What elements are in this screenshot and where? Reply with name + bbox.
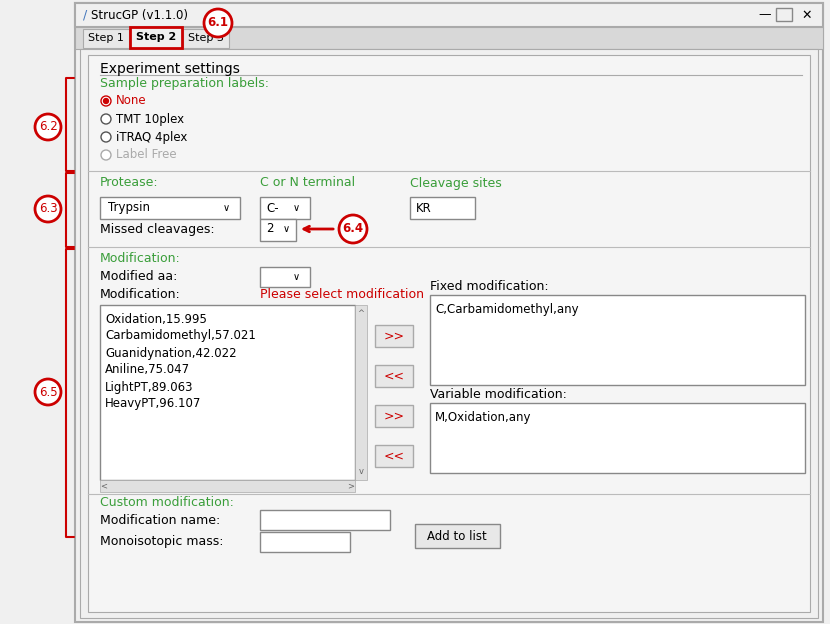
Bar xyxy=(430,295,805,385)
Text: LightPT,89.063: LightPT,89.063 xyxy=(105,381,193,394)
Bar xyxy=(100,305,355,480)
Text: Modification:: Modification: xyxy=(100,288,181,301)
Text: 6.4: 6.4 xyxy=(343,223,364,235)
Text: Modified aa:: Modified aa: xyxy=(100,270,178,283)
Bar xyxy=(130,27,182,48)
Text: None: None xyxy=(116,94,147,107)
Text: ∨: ∨ xyxy=(282,224,290,234)
Text: Oxidation,15.995: Oxidation,15.995 xyxy=(105,313,207,326)
Text: TMT 10plex: TMT 10plex xyxy=(116,112,184,125)
Text: ∨: ∨ xyxy=(222,203,230,213)
Text: ^: ^ xyxy=(358,308,364,318)
Circle shape xyxy=(35,114,61,140)
Bar xyxy=(75,27,823,49)
Text: C or N terminal: C or N terminal xyxy=(260,177,355,190)
Text: ∨: ∨ xyxy=(292,203,300,213)
Text: >>: >> xyxy=(383,409,404,422)
Bar xyxy=(375,405,413,427)
Text: C-: C- xyxy=(266,202,279,215)
Bar xyxy=(260,219,296,241)
Bar xyxy=(415,524,500,548)
Bar xyxy=(260,532,350,552)
Circle shape xyxy=(35,196,61,222)
Bar xyxy=(83,29,129,48)
Bar xyxy=(375,325,413,347)
Text: Aniline,75.047: Aniline,75.047 xyxy=(105,364,190,376)
Text: 6.2: 6.2 xyxy=(39,120,57,134)
Circle shape xyxy=(104,99,109,104)
Text: <<: << xyxy=(383,449,404,462)
Circle shape xyxy=(339,215,367,243)
Text: Label Free: Label Free xyxy=(116,149,177,162)
Bar xyxy=(375,365,413,387)
Text: Modification name:: Modification name: xyxy=(100,514,220,527)
Text: Missed cleavages:: Missed cleavages: xyxy=(100,223,215,235)
Bar xyxy=(260,510,390,530)
Circle shape xyxy=(101,114,111,124)
Bar xyxy=(375,445,413,467)
Text: >: > xyxy=(348,482,354,490)
Text: M,Oxidation,any: M,Oxidation,any xyxy=(435,411,531,424)
Text: 6.3: 6.3 xyxy=(39,203,57,215)
Bar xyxy=(355,305,367,480)
Text: >>: >> xyxy=(383,329,404,343)
Text: —: — xyxy=(758,9,770,21)
Circle shape xyxy=(101,96,111,106)
Text: 6.1: 6.1 xyxy=(208,16,228,29)
Text: C,Carbamidomethyl,any: C,Carbamidomethyl,any xyxy=(435,303,579,316)
Text: Variable modification:: Variable modification: xyxy=(430,389,567,401)
Bar xyxy=(80,49,818,618)
Text: <: < xyxy=(100,482,108,490)
Text: Step 3: Step 3 xyxy=(188,33,224,43)
Circle shape xyxy=(101,132,111,142)
Text: 6.5: 6.5 xyxy=(39,386,57,399)
Bar xyxy=(100,480,355,492)
Bar xyxy=(88,55,810,612)
Text: Step 1: Step 1 xyxy=(88,33,124,43)
Text: KR: KR xyxy=(416,202,432,215)
Text: Experiment settings: Experiment settings xyxy=(100,62,240,76)
Text: Guanidynation,42.022: Guanidynation,42.022 xyxy=(105,346,237,359)
Circle shape xyxy=(35,379,61,405)
Text: Trypsin: Trypsin xyxy=(108,202,150,215)
Text: v: v xyxy=(359,467,364,477)
Text: Please select modification: Please select modification xyxy=(260,288,424,301)
Bar xyxy=(260,197,310,219)
Bar xyxy=(260,267,310,287)
Bar xyxy=(100,197,240,219)
Text: Fixed modification:: Fixed modification: xyxy=(430,281,549,293)
Text: StrucGP (v1.1.0): StrucGP (v1.1.0) xyxy=(91,9,188,21)
Text: <<: << xyxy=(383,369,404,383)
Text: HeavyPT,96.107: HeavyPT,96.107 xyxy=(105,397,202,411)
Bar xyxy=(776,8,792,21)
Text: Step 2: Step 2 xyxy=(136,32,176,42)
Circle shape xyxy=(204,9,232,37)
Text: 2: 2 xyxy=(266,223,274,235)
Text: Add to list: Add to list xyxy=(427,530,487,542)
Text: Protease:: Protease: xyxy=(100,177,159,190)
Text: Modification:: Modification: xyxy=(100,253,181,265)
Text: /: / xyxy=(83,9,87,21)
Text: Monoisotopic mass:: Monoisotopic mass: xyxy=(100,535,223,548)
Bar xyxy=(183,29,229,48)
Bar xyxy=(410,197,475,219)
Text: Sample preparation labels:: Sample preparation labels: xyxy=(100,77,269,89)
Text: Cleavage sites: Cleavage sites xyxy=(410,177,502,190)
Text: Custom modification:: Custom modification: xyxy=(100,495,234,509)
Text: iTRAQ 4plex: iTRAQ 4plex xyxy=(116,130,188,144)
Text: ✕: ✕ xyxy=(801,9,812,21)
Bar xyxy=(430,403,805,473)
Circle shape xyxy=(101,150,111,160)
Bar xyxy=(75,3,823,27)
Text: Carbamidomethyl,57.021: Carbamidomethyl,57.021 xyxy=(105,329,256,343)
Text: ∨: ∨ xyxy=(292,272,300,282)
